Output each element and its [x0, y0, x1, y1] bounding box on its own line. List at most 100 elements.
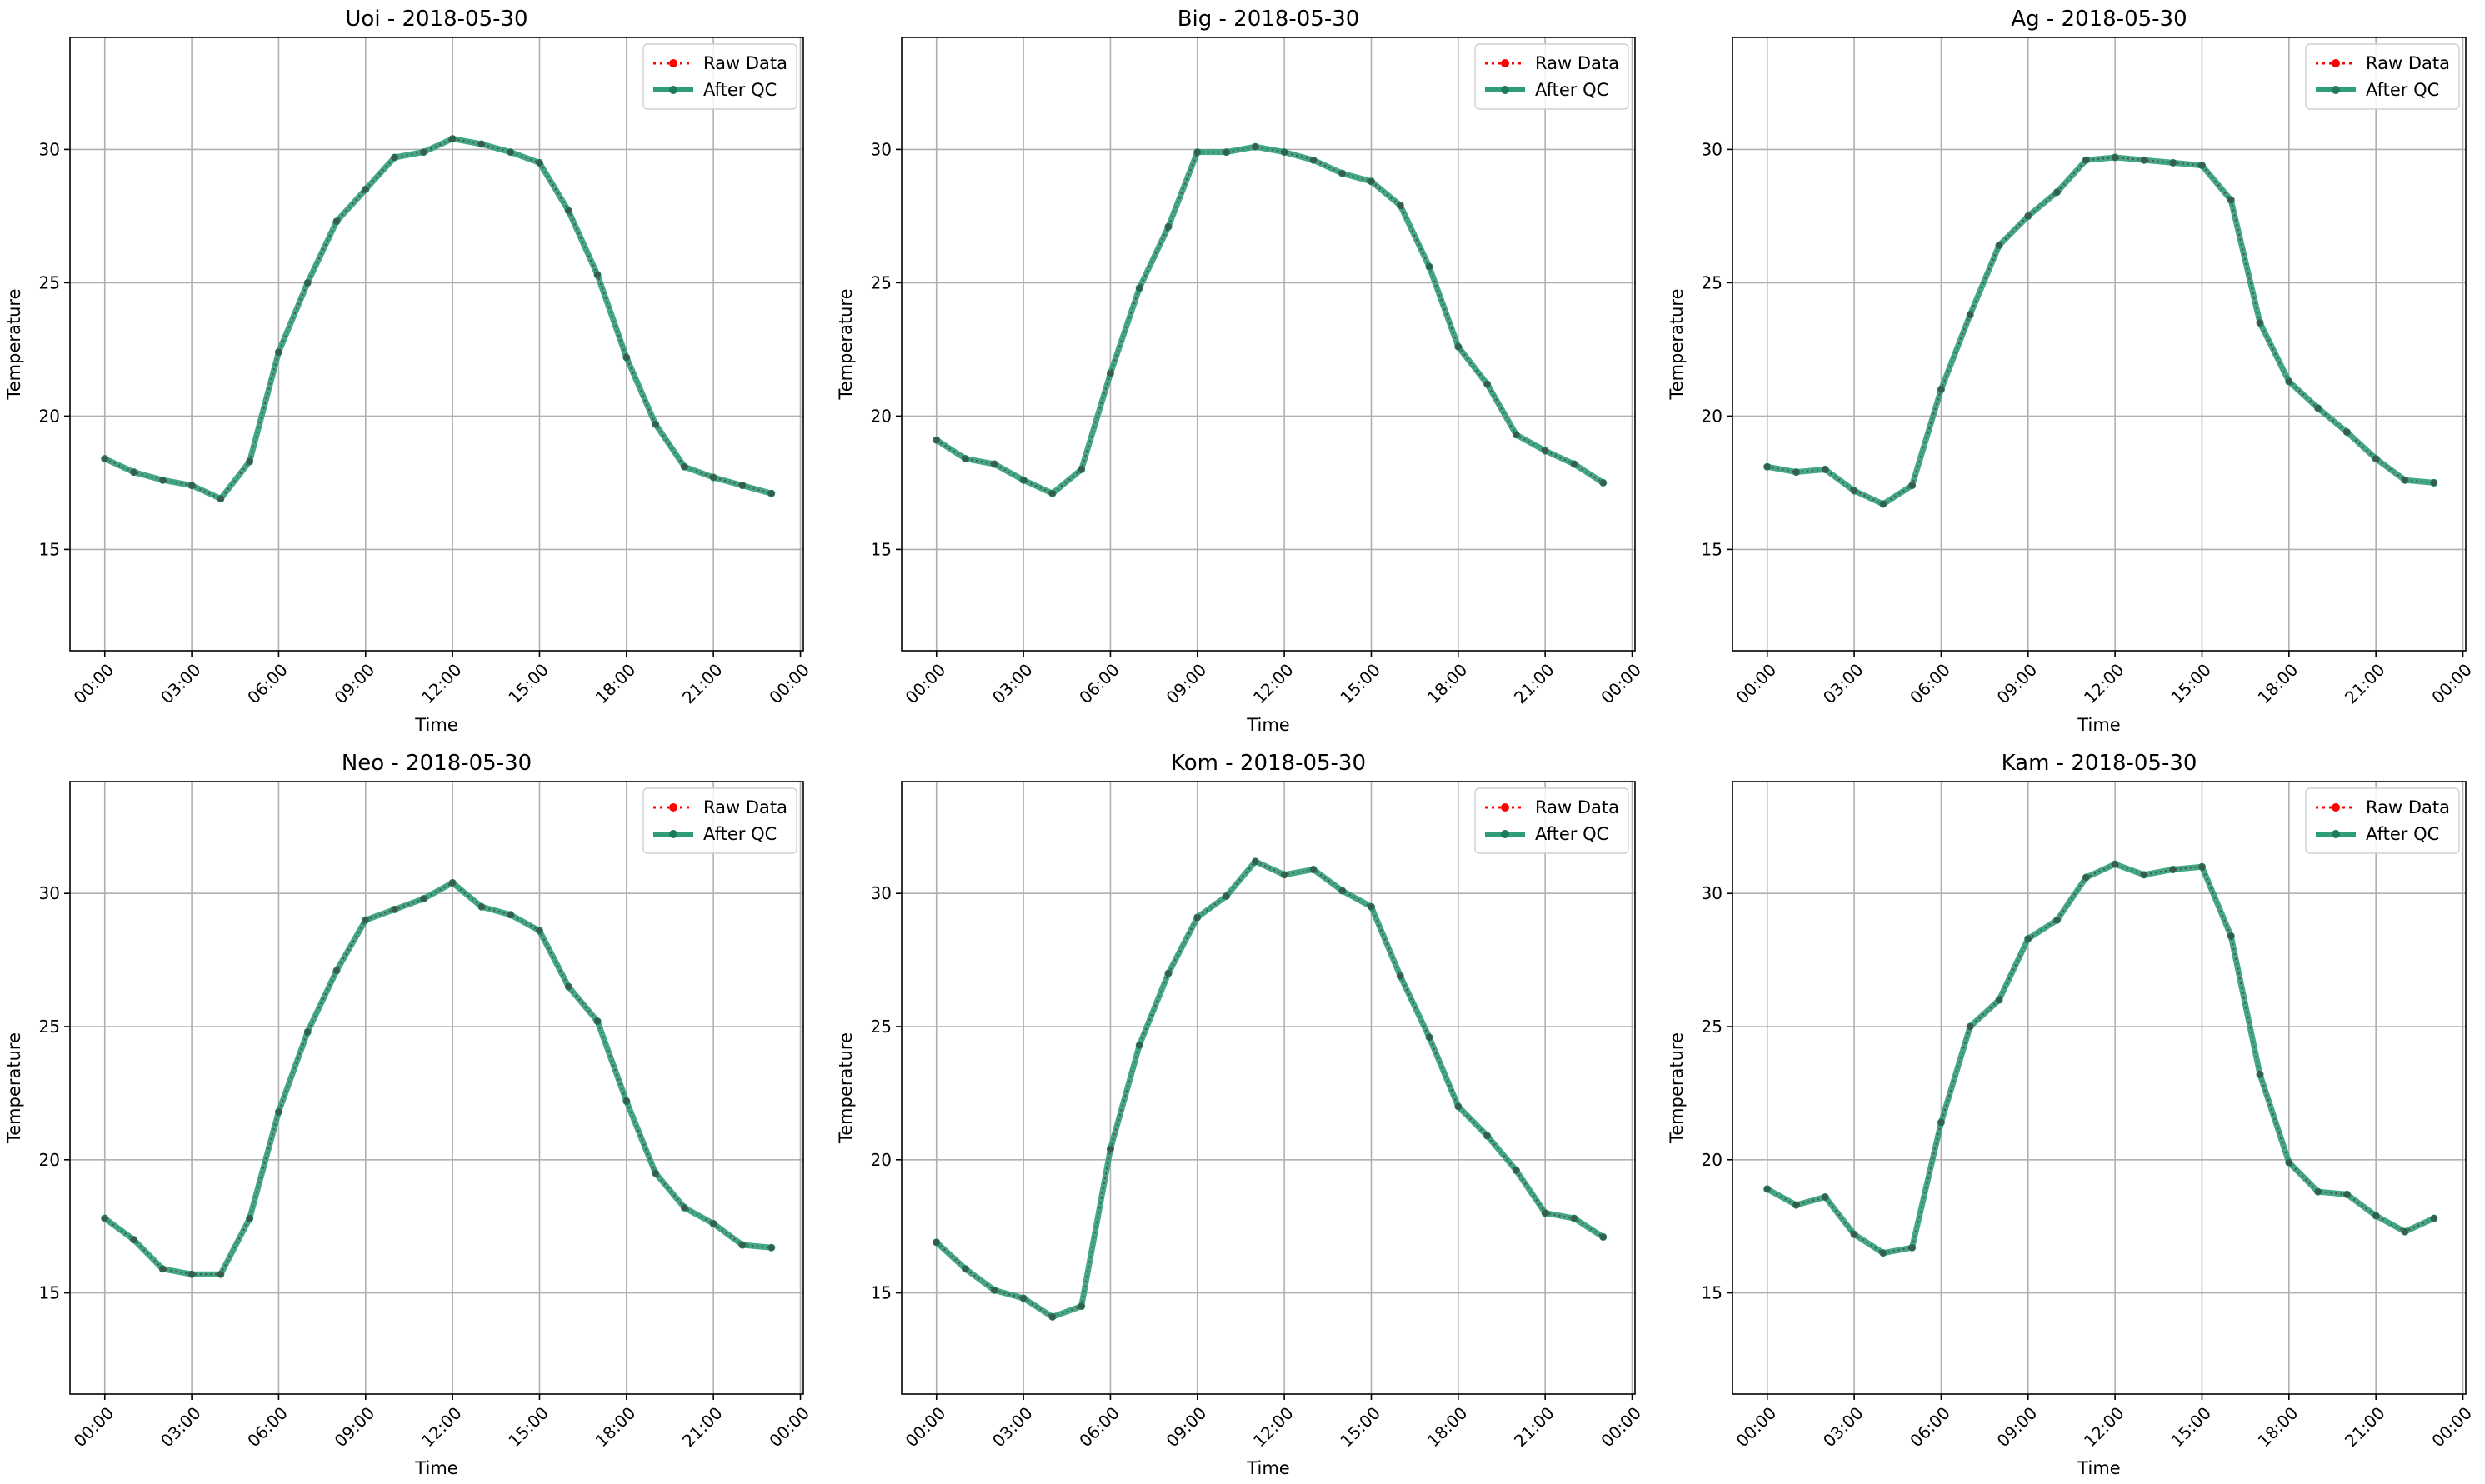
legend-swatch-marker — [669, 86, 678, 94]
subplot-5: 00:00 03:00 06:00 09:00 12:00 15:00 18:00 21:00… — [836, 751, 1645, 1478]
x-tick-label: 21:00 — [2341, 1403, 2389, 1452]
legend-label: Raw Data — [1535, 797, 1619, 817]
series-line — [1766, 861, 2436, 1257]
data-point — [1310, 867, 1317, 872]
data-point — [449, 880, 456, 886]
data-point — [276, 1109, 282, 1115]
x-tick-label: 15:00 — [504, 660, 552, 708]
data-point — [218, 496, 224, 502]
data-point — [537, 160, 542, 166]
legend-item-raw-data: Raw Data — [653, 53, 788, 73]
y-tick-label: 30 — [39, 139, 60, 159]
data-point — [1398, 202, 1403, 208]
y-tick-label: 25 — [871, 1017, 892, 1037]
data-point — [2170, 160, 2176, 166]
data-point — [2054, 917, 2060, 923]
legend-box — [642, 43, 798, 110]
data-point — [247, 1215, 252, 1222]
x-tick-label: 15:00 — [1336, 660, 1384, 708]
x-tick-label: 15:00 — [504, 1403, 552, 1452]
data-point — [768, 491, 774, 497]
data-point — [682, 464, 688, 470]
y-axis-label: Temperature — [4, 288, 24, 400]
data-point — [421, 896, 427, 902]
data-point — [2257, 1072, 2263, 1077]
plot-frame — [1732, 37, 2467, 652]
x-tick-label: 18:00 — [1423, 1403, 1472, 1452]
data-point — [1165, 224, 1172, 230]
y-axis: 15 20 25 30 — [871, 139, 902, 559]
data-point — [1968, 312, 1973, 317]
data-point — [1049, 491, 1056, 497]
data-point — [2431, 1215, 2437, 1222]
x-tick-label: 21:00 — [1510, 1403, 1558, 1452]
legend-swatch-marker — [1501, 59, 1509, 67]
x-tick-label: 03:00 — [157, 660, 205, 708]
x-tick-label: 09:00 — [1162, 660, 1211, 708]
x-tick-label: 06:00 — [1906, 1403, 1954, 1452]
y-axis: 15 20 25 30 — [39, 139, 70, 559]
legend-label: Raw Data — [703, 53, 788, 73]
data-point — [160, 1266, 166, 1272]
data-point — [2228, 197, 2234, 203]
data-point — [2025, 936, 2031, 942]
x-tick-label: 21:00 — [678, 660, 727, 708]
data-point — [2083, 874, 2089, 881]
x-axis-label: Time — [2077, 1458, 2120, 1478]
y-tick-label: 30 — [1702, 883, 1722, 903]
y-tick-label: 20 — [1702, 1150, 1722, 1170]
data-point — [2112, 861, 2118, 867]
y-axis: 15 20 25 30 — [871, 883, 902, 1303]
y-tick-label: 25 — [871, 272, 892, 292]
data-point — [1310, 157, 1317, 163]
data-point — [1108, 371, 1113, 377]
data-point — [2372, 1212, 2379, 1219]
x-tick-label: 06:00 — [1075, 1403, 1123, 1452]
x-axis: 00:00 03:00 06:00 09:00 12:00 15:00 18:00 21:00… — [902, 651, 1645, 708]
x-tick-label: 21:00 — [1510, 660, 1558, 708]
legend: Raw Data After QC — [1474, 787, 1629, 854]
legend-item-raw-data: Raw Data — [2316, 797, 2450, 817]
x-tick-label: 00:00 — [765, 1403, 813, 1452]
grid — [902, 782, 1635, 1394]
legend-box — [1474, 43, 1629, 110]
x-tick-label: 03:00 — [1819, 660, 1868, 708]
legend: Raw Data After QC — [2305, 787, 2460, 854]
x-axis-label: Time — [1246, 1458, 1289, 1478]
plot-frame — [69, 781, 804, 1395]
legend-label: Raw Data — [2366, 797, 2450, 817]
data-point — [478, 141, 485, 147]
x-axis: 00:00 03:00 06:00 09:00 12:00 15:00 18:00 21:00… — [70, 651, 813, 708]
x-tick-label: 00:00 — [2428, 1403, 2476, 1452]
legend-swatch-marker — [1501, 86, 1509, 94]
y-tick-label: 15 — [39, 539, 60, 559]
plot-frame — [69, 37, 804, 652]
data-point — [1996, 242, 2002, 248]
y-tick-label: 25 — [1702, 272, 1722, 292]
chart-title: Big - 2018-05-30 — [1178, 7, 1360, 32]
y-axis-label: Temperature — [1667, 1032, 1687, 1144]
y-tick-label: 20 — [39, 406, 60, 426]
data-point — [1571, 461, 1578, 467]
data-point — [1600, 1234, 1606, 1240]
x-tick-label: 06:00 — [1075, 660, 1123, 708]
legend-swatch-marker — [2332, 59, 2340, 67]
grid — [70, 37, 803, 651]
data-point — [102, 1215, 108, 1222]
x-tick-label: 09:00 — [1162, 1403, 1211, 1452]
x-tick-label: 12:00 — [1249, 1403, 1298, 1452]
plot-frame — [901, 37, 1636, 652]
x-tick-label: 00:00 — [2428, 660, 2476, 708]
y-tick-label: 20 — [1702, 406, 1722, 426]
legend-swatch-marker — [1501, 803, 1509, 812]
data-point — [962, 1266, 968, 1272]
series-line — [1767, 154, 2435, 507]
y-tick-label: 15 — [871, 539, 892, 559]
data-point — [1049, 1314, 1056, 1320]
series-line — [936, 146, 1604, 495]
x-tick-label: 21:00 — [678, 1403, 727, 1452]
legend-label: After QC — [1535, 824, 1608, 844]
data-point — [1281, 149, 1288, 155]
subplot-1: 00:00 03:00 06:00 09:00 12:00 15:00 18:00 21:00… — [4, 7, 813, 735]
series-after-qc — [932, 142, 1608, 497]
